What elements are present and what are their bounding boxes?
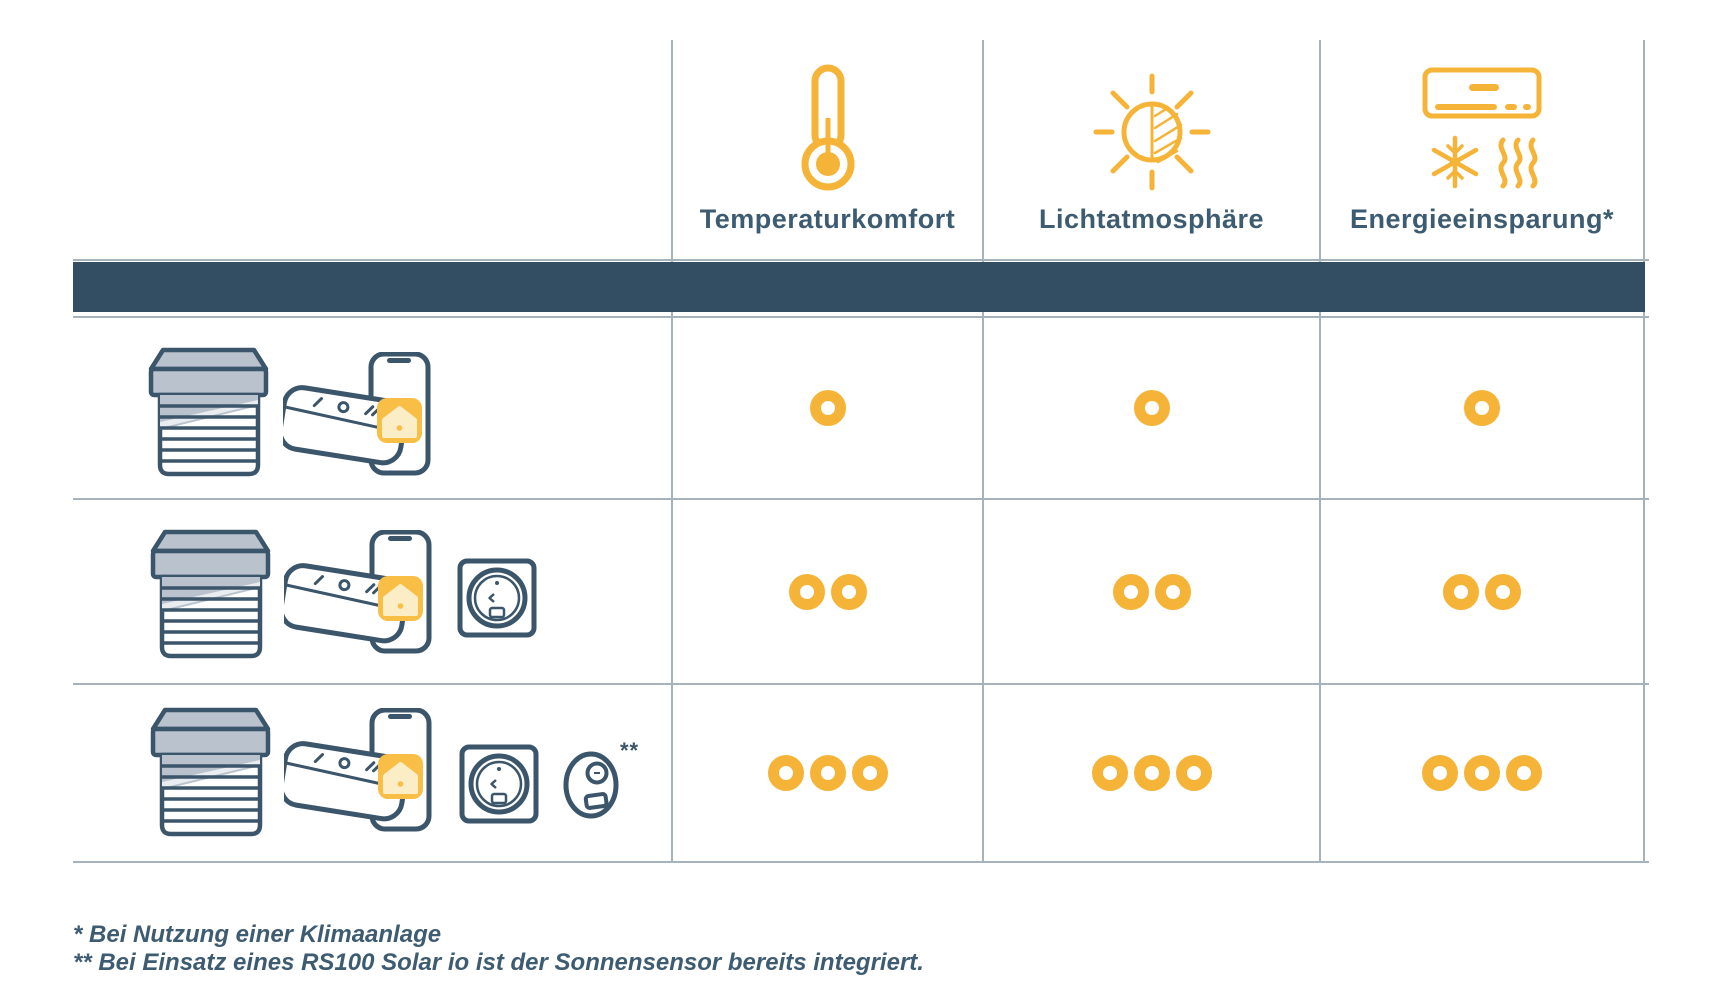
- sun-half-shaded-icon: [1092, 72, 1212, 192]
- roller-shutter-icon: [145, 342, 272, 480]
- remote-and-smartphone-app-icon: [284, 708, 434, 832]
- rating-dot: [830, 573, 867, 610]
- header-cell-temperaturkomfort: Temperaturkomfort: [673, 40, 982, 239]
- rating-dot: [788, 573, 825, 610]
- rating-dot: [1133, 755, 1170, 791]
- air-conditioner-icon: [1419, 62, 1545, 192]
- header-cell-lichtatmosphaere: Lichtatmosphäre: [984, 40, 1319, 239]
- row-divider: [73, 498, 1649, 500]
- rating-dot: [1506, 755, 1542, 791]
- roller-shutter-icon: [147, 524, 274, 662]
- rating-dot: [1154, 573, 1191, 610]
- rating-cell: [1321, 500, 1643, 683]
- column-label: Lichtatmosphäre: [1038, 204, 1265, 234]
- rating-dot: [1091, 755, 1128, 791]
- column-divider: [982, 40, 984, 863]
- bar-bottom-line: [73, 316, 1649, 318]
- rating-dot: [809, 390, 846, 426]
- rating-cell: [673, 500, 982, 683]
- sun-sensor-footnote-marker: **: [620, 738, 640, 763]
- rating-dot: [1485, 573, 1521, 610]
- rating-cell: [984, 318, 1319, 498]
- row-divider: [73, 683, 1649, 685]
- rating-cell: [673, 685, 982, 861]
- rating-cell: [1321, 685, 1643, 861]
- footnote-rs100-solar: ** Bei Einsatz eines RS100 Solar io ist …: [73, 949, 924, 976]
- column-divider: [1319, 40, 1321, 863]
- rating-dot: [767, 755, 804, 791]
- rating-dot: [1133, 390, 1170, 426]
- rating-dot: [1464, 755, 1500, 791]
- wall-thermostat-sensor-icon: [459, 744, 539, 824]
- remote-and-smartphone-app-icon: [284, 530, 434, 654]
- footnote-klimaanlage: * Bei Nutzung einer Klimaanlage: [73, 921, 442, 948]
- rating-dot: [1112, 573, 1149, 610]
- rating-dot: [1175, 755, 1212, 791]
- remote-and-smartphone-app-icon: [283, 352, 433, 476]
- rating-dot: [809, 755, 846, 791]
- roller-shutter-icon: [147, 702, 274, 840]
- column-label: Temperaturkomfort: [699, 204, 956, 234]
- rating-cell: [1321, 318, 1643, 498]
- sun-sensor-icon: [558, 750, 620, 820]
- table-header-bar: [73, 262, 1645, 312]
- rating-dot: [1443, 573, 1479, 610]
- header-cell-energieeinsparung: Energieeinsparung*: [1321, 40, 1643, 239]
- rating-cell: [673, 318, 982, 498]
- rating-dot: [1464, 390, 1500, 426]
- rating-dot: [1422, 755, 1458, 791]
- bar-top-line: [73, 259, 1649, 261]
- column-label: Energieeinsparung*: [1349, 204, 1615, 234]
- rating-cell: [984, 500, 1319, 683]
- table-bottom-border: [73, 861, 1649, 863]
- rating-cell: [984, 685, 1319, 861]
- column-divider: [671, 40, 673, 863]
- rating-dot: [851, 755, 888, 791]
- table-right-border: [1643, 40, 1645, 863]
- thermometer-icon: [795, 64, 861, 192]
- wall-thermostat-sensor-icon: [457, 558, 537, 638]
